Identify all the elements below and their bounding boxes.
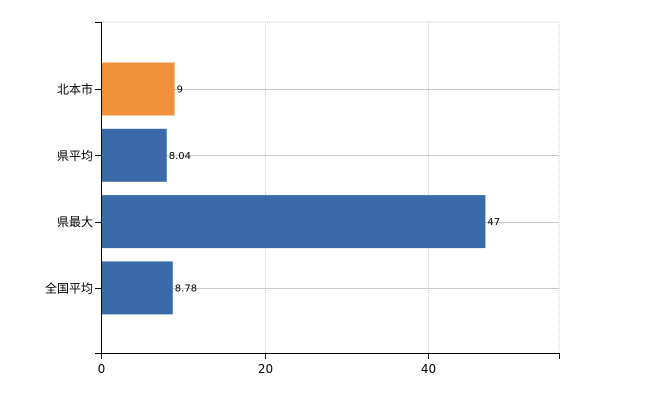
bar-value-label: 8.78	[175, 283, 197, 294]
bar	[101, 128, 167, 182]
bar	[101, 195, 486, 249]
bars	[101, 62, 486, 315]
bar	[101, 62, 175, 116]
bar-value-label: 47	[487, 217, 500, 228]
bar-value-label: 9	[177, 85, 183, 96]
y-tick-label: 県最大	[57, 215, 93, 229]
axes	[95, 22, 560, 359]
y-tick-label: 全国平均	[45, 280, 93, 295]
y-tick-label: 県平均	[57, 149, 93, 163]
bar-value-label: 8.04	[169, 151, 191, 162]
bar	[101, 261, 173, 315]
y-tick-label: 北本市	[57, 82, 93, 97]
x-tick-label: 0	[98, 362, 106, 376]
x-tick-label: 40	[421, 362, 436, 376]
x-tick-label: 20	[258, 362, 273, 376]
